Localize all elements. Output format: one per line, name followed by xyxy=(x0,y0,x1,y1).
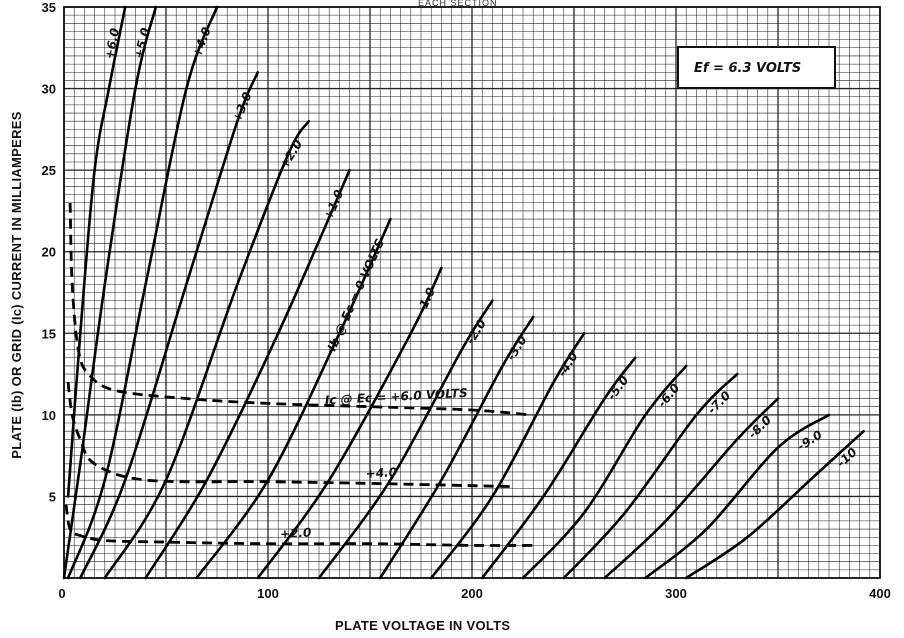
y-tick-label: 5 xyxy=(49,489,56,504)
y-tick-label: 10 xyxy=(42,408,56,423)
plate-curve-label: +4.0 xyxy=(190,25,214,59)
y-tick-label: 30 xyxy=(42,82,56,97)
plate-curve-label: +3.0 xyxy=(230,90,255,124)
plate-curve xyxy=(684,429,865,580)
x-axis-title: PLATE VOLTAGE IN VOLTS xyxy=(335,618,510,633)
grid-current-curves xyxy=(64,202,534,547)
plate-curve xyxy=(66,5,127,498)
grid-curve-label: +2.0 xyxy=(280,525,312,541)
plate-curve xyxy=(66,5,219,580)
plate-curve xyxy=(256,266,443,580)
x-tick-labels: 0 100 200 300 400 xyxy=(58,586,890,601)
x-tick-label: 300 xyxy=(665,586,687,601)
plate-curve-label: -6.0 xyxy=(655,381,683,410)
plate-curve-label: -4.0 xyxy=(555,349,581,379)
plate-curve xyxy=(79,71,260,580)
plate-curve xyxy=(603,397,780,580)
plate-curve xyxy=(195,217,392,580)
y-tick-label: 20 xyxy=(42,245,56,260)
grid-curve-label: +4.0 xyxy=(365,465,397,481)
plate-curve-label: -3.0 xyxy=(504,333,530,363)
plot-frame xyxy=(63,6,881,579)
filament-voltage-label: Ef = 6.3 VOLTS xyxy=(694,61,801,76)
plate-curve xyxy=(62,5,158,580)
plate-curve-label: -2.0 xyxy=(463,317,489,347)
plate-curve-label: +2.0 xyxy=(277,137,305,171)
x-tick-label: 100 xyxy=(257,586,279,601)
plate-curve xyxy=(480,356,637,580)
plate-curve xyxy=(378,315,535,580)
plate-curve xyxy=(103,119,311,580)
grid-current-curve xyxy=(68,202,530,417)
plate-curve-label: -8.0 xyxy=(746,413,774,441)
minor-grid xyxy=(64,7,880,578)
filament-voltage-box: Ef = 6.3 VOLTS xyxy=(677,46,836,89)
plate-curve xyxy=(317,299,494,580)
plate-current-curves xyxy=(62,5,865,580)
y-tick-label: 15 xyxy=(42,326,56,341)
plate-curve-label: -10 xyxy=(834,445,859,470)
grid-current-curve xyxy=(64,504,534,547)
plate-curve-label: -7.0 xyxy=(705,388,733,416)
y-tick-label: 25 xyxy=(42,163,56,178)
plate-curve xyxy=(521,364,688,580)
x-tick-label: 400 xyxy=(869,586,891,601)
plate-curve-label: +1.0 xyxy=(321,188,346,222)
plate-curve xyxy=(144,168,351,580)
grid-curve-label: Ic @ Ec = +6.0 VOLTS xyxy=(325,386,468,407)
plate-curve-label: +6.0 xyxy=(102,27,122,60)
grid-current-curve xyxy=(66,382,513,488)
plate-curve xyxy=(644,413,831,580)
y-tick-labels: 5 10 15 20 25 30 35 xyxy=(42,0,56,504)
plate-curve-label: -5.0 xyxy=(605,373,632,402)
top-caption: EACH SECTION xyxy=(418,0,498,8)
x-tick-label: 0 xyxy=(58,586,65,601)
plate-curve xyxy=(562,372,739,580)
x-tick-label: 200 xyxy=(461,586,483,601)
plate-curve xyxy=(429,332,586,580)
plate-curve-label: Ib @ Ec = 0 VOLTS xyxy=(325,237,387,354)
y-axis-title: PLATE (Ib) OR GRID (Ic) CURRENT IN MILLI… xyxy=(9,111,24,459)
y-tick-label: 35 xyxy=(42,0,56,15)
plate-curve-label: -1.0 xyxy=(414,285,438,315)
